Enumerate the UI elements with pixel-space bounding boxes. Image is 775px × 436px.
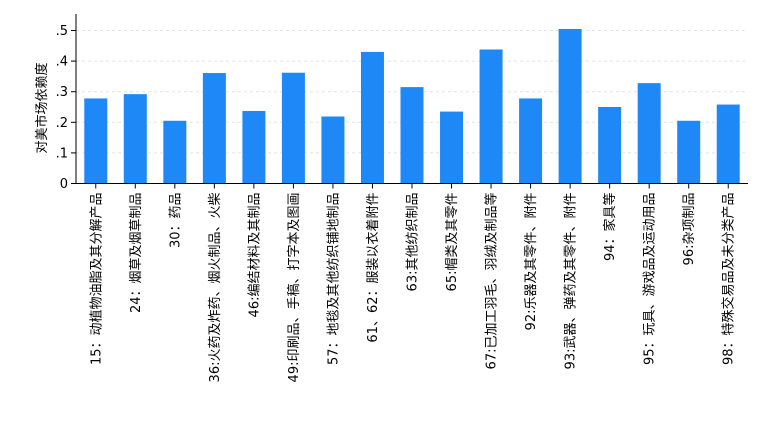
bar: [360, 51, 384, 184]
x-tick-label: 93:武器、弹药及其零件、附件: [564, 193, 579, 370]
x-tick-label: 61、62：服装以衣着附件: [365, 193, 381, 343]
y-tick-label: .5: [56, 24, 68, 39]
bars: [84, 28, 740, 184]
bar: [558, 28, 582, 184]
x-tick-label: 30：药品: [168, 193, 183, 249]
bar: [163, 120, 187, 184]
x-tick-label: 92:乐器及其零件、附件: [524, 193, 539, 331]
bar: [598, 107, 622, 184]
y-tick-label: .4: [56, 55, 68, 70]
bar: [519, 98, 543, 184]
bar: [716, 104, 740, 184]
bar: [677, 120, 701, 184]
bar: [123, 94, 147, 184]
x-tick-label: 65:帽类及其零件: [444, 193, 460, 292]
x-tick-label: 24：烟草及烟草制品: [129, 193, 144, 314]
x-tick-label: 36:火药及炸药、烟火制品、火柴: [208, 193, 223, 383]
bar: [202, 73, 226, 184]
bar: [281, 72, 305, 184]
x-tick-label: 67:已加工羽毛、羽绒及制品等: [484, 193, 500, 370]
y-tick-label: 0: [60, 177, 68, 192]
bar: [400, 87, 424, 184]
x-tick-label: 46:编结材料及其制品: [247, 193, 262, 318]
x-tick-label: 95：玩具、游戏品及运动用品: [643, 193, 658, 366]
y-axis-title: 对美市场依赖度: [34, 62, 50, 153]
bar: [84, 98, 108, 184]
x-tick-label: 98：特殊交易品及未分类产品: [721, 193, 737, 366]
x-tick-label: 57：地毯及其他纺织铺地制品: [326, 193, 341, 366]
y-tick-label: .1: [56, 146, 68, 161]
y-tick-label: .3: [56, 85, 68, 100]
bar: [321, 116, 345, 184]
x-tick-label: 96:杂项制品: [682, 193, 697, 266]
x-tick-label: 49:印刷品、手稿、打字本及图画: [286, 193, 302, 383]
bar: [637, 83, 661, 184]
y-tick-label: .2: [56, 116, 68, 131]
bar: [242, 110, 266, 184]
bar: [479, 49, 503, 184]
bar: [440, 111, 464, 184]
x-tick-label: 63:其他纺织制品: [406, 193, 421, 292]
axes: 0 .1 .2 .3 .4 .5 15：动植物油脂及其分解产品 24：烟草及烟草制品 30：药品…: [56, 14, 748, 382]
x-tick-label: 15：动植物油脂及其分解产品: [89, 193, 104, 366]
x-tick-label: 94：家具等: [602, 193, 618, 262]
